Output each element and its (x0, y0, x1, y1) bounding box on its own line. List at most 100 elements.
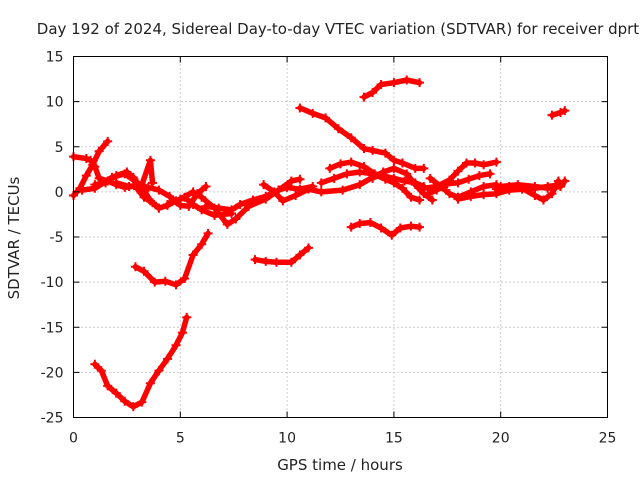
data-point (201, 201, 211, 211)
data-point (530, 181, 540, 191)
data-point (389, 78, 399, 88)
data-point (560, 106, 570, 116)
data-point (148, 198, 158, 208)
data-point (436, 181, 446, 191)
series-track-7 (201, 181, 318, 215)
data-point (406, 221, 416, 231)
data-point (139, 192, 149, 202)
data-point (321, 113, 331, 123)
data-point (485, 169, 495, 179)
data-point (410, 163, 420, 173)
x-tick-label: 25 (599, 431, 617, 447)
x-tick-label: 10 (278, 431, 296, 447)
data-point (145, 378, 155, 388)
data-point (368, 145, 378, 155)
data-point (81, 153, 91, 163)
data-point (479, 181, 489, 191)
data-point (81, 171, 91, 181)
y-tick-label: -15 (41, 320, 64, 336)
data-point (259, 180, 269, 190)
x-tick-label: 15 (385, 431, 403, 447)
data-point (316, 187, 326, 197)
series-track-23 (496, 176, 570, 193)
data-point (359, 162, 369, 172)
data-point (415, 222, 425, 232)
data-point (90, 180, 100, 190)
data-point (282, 182, 292, 192)
data-point (162, 354, 172, 364)
data-point (547, 110, 557, 120)
data-point (165, 191, 175, 201)
series-track-9 (130, 228, 213, 290)
data-point (316, 178, 326, 188)
data-point (397, 158, 407, 168)
y-tick-label: 10 (46, 95, 64, 111)
data-point (77, 185, 87, 195)
data-point (303, 184, 313, 194)
data-point (248, 195, 258, 205)
series-track-5 (111, 155, 158, 191)
data-point (201, 181, 211, 191)
series-track-4 (90, 167, 164, 213)
series-layer (69, 75, 570, 412)
data-point (120, 396, 130, 406)
data-point (453, 178, 463, 188)
data-point (171, 340, 181, 350)
data-point (177, 328, 187, 338)
data-point (368, 173, 378, 183)
data-point (359, 92, 369, 102)
data-point (453, 194, 463, 204)
data-point (286, 257, 296, 267)
data-point (338, 185, 348, 195)
data-point (222, 219, 232, 229)
data-point (410, 180, 420, 190)
data-point (462, 158, 472, 168)
data-point (231, 214, 241, 224)
data-point (464, 174, 474, 184)
data-point (395, 223, 405, 233)
data-point (355, 218, 365, 228)
data-point (175, 194, 185, 204)
y-axis-label: SDTVAR / TECUs (5, 176, 23, 299)
data-point (150, 277, 160, 287)
data-point (96, 366, 106, 376)
data-point (269, 187, 279, 197)
data-point (94, 146, 104, 156)
data-point (214, 203, 224, 213)
data-point (342, 169, 352, 179)
data-point (137, 180, 147, 190)
data-point (442, 179, 452, 189)
data-point (154, 366, 164, 376)
data-point (180, 274, 190, 284)
data-point (154, 203, 164, 213)
data-point (415, 195, 425, 205)
data-point (560, 176, 570, 186)
data-point (128, 172, 138, 182)
data-point (466, 191, 476, 201)
data-point (188, 250, 198, 260)
data-point (359, 144, 369, 154)
data-point (325, 163, 335, 173)
data-point (261, 191, 271, 201)
data-point (380, 148, 390, 158)
data-point (444, 189, 454, 199)
data-point (346, 222, 356, 232)
data-point (470, 158, 480, 168)
data-point (400, 176, 410, 186)
y-tick-label: 5 (55, 140, 64, 156)
data-point (171, 280, 181, 290)
series-track-10 (90, 312, 192, 412)
x-tick-label: 5 (176, 431, 185, 447)
data-point (387, 230, 397, 240)
series-track-8 (259, 172, 378, 206)
data-point (513, 180, 523, 190)
data-point (235, 200, 245, 210)
data-point (368, 88, 378, 98)
data-point (197, 239, 207, 249)
data-point (124, 181, 134, 191)
data-point (423, 189, 433, 199)
series-line (203, 183, 316, 213)
data-point (162, 200, 172, 210)
series-line (92, 314, 190, 410)
series-track-19 (423, 169, 495, 199)
